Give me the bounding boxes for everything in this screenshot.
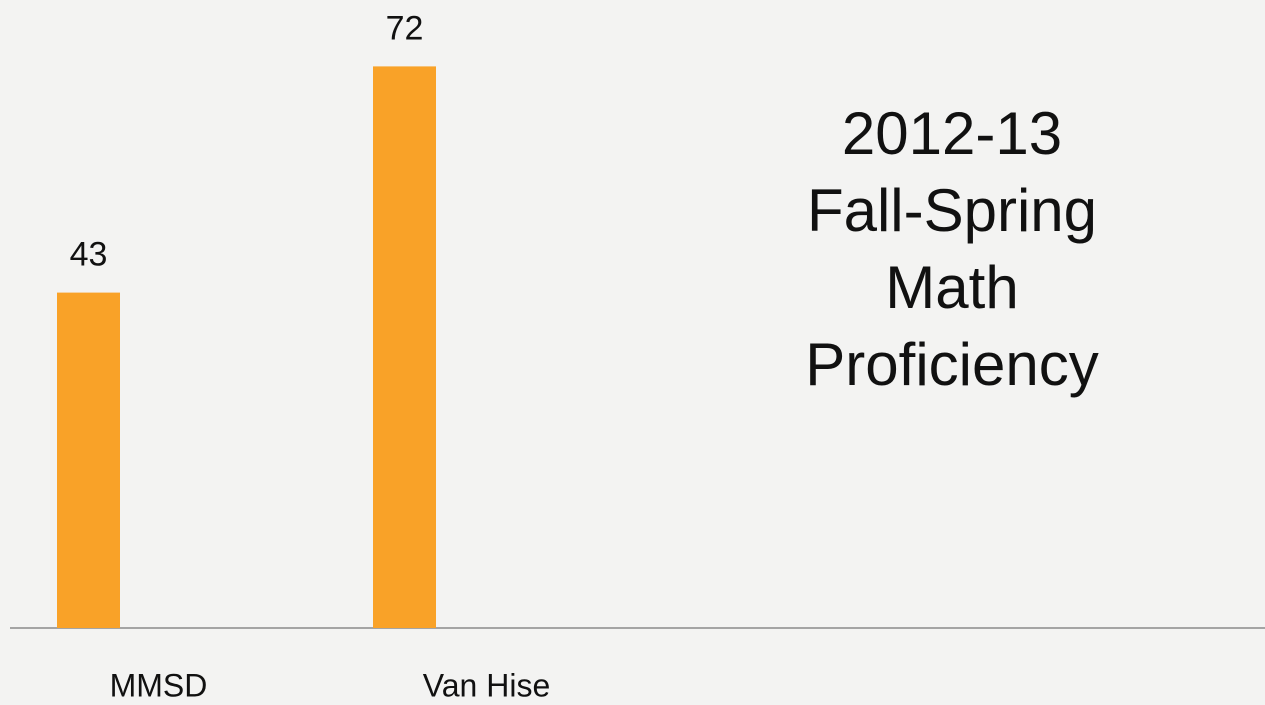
bar — [373, 66, 436, 628]
data-label: 72 — [386, 9, 424, 47]
chart-title: 2012-13 — [842, 100, 1062, 167]
data-label: 43 — [70, 236, 108, 274]
chart-title: Math — [885, 254, 1018, 321]
x-tick-label: MMSD — [110, 667, 208, 703]
chart-title: Fall-Spring — [807, 177, 1097, 244]
bar — [57, 292, 120, 628]
chart-title: Proficiency — [805, 331, 1098, 398]
x-tick-label: Van Hise — [423, 667, 550, 703]
